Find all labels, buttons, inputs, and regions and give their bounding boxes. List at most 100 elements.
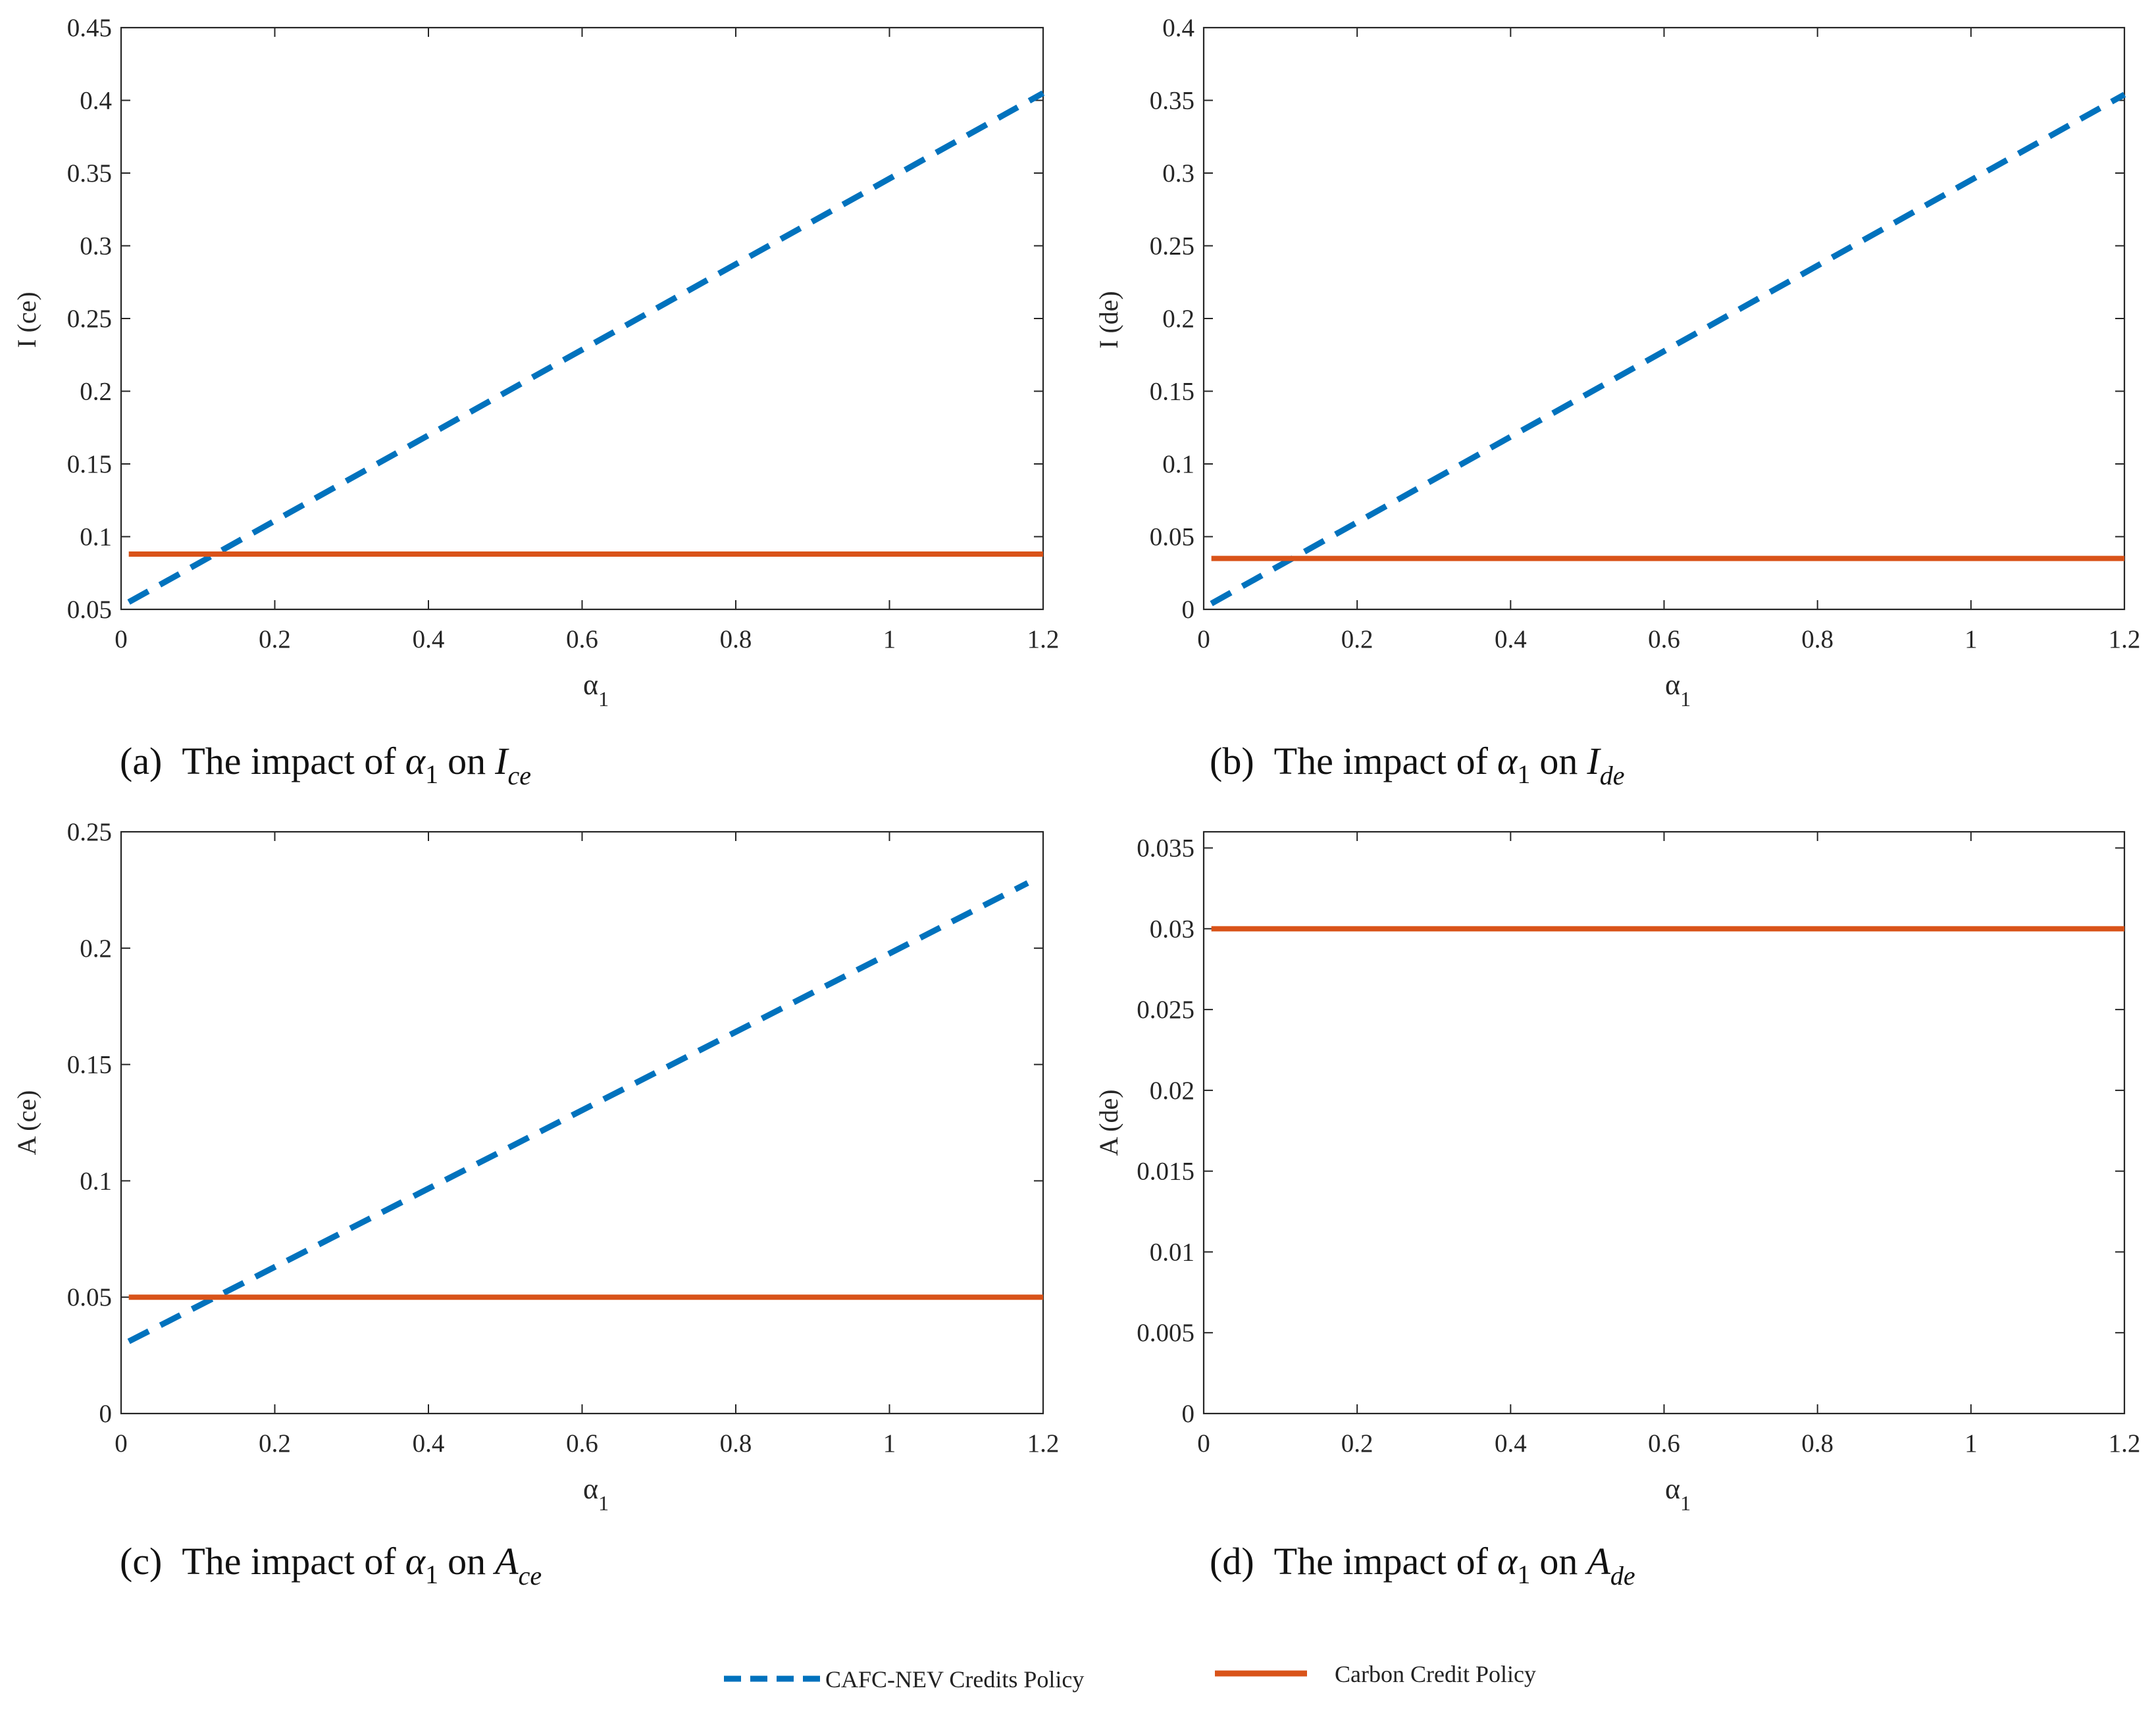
y-tick-label: 0 — [1182, 1400, 1195, 1428]
caption-variable-sub: ce — [519, 1561, 542, 1591]
y-tick-label: 0.035 — [1137, 834, 1194, 863]
y-tick-label: 0.2 — [80, 934, 112, 963]
y-tick-label: 0.25 — [67, 305, 112, 333]
x-tick-label: 0.8 — [1801, 1429, 1834, 1458]
y-axis-label: A (de) — [1094, 1089, 1123, 1156]
x-tick-label: 1 — [883, 625, 896, 653]
x-axis-label-sub: 1 — [598, 687, 609, 711]
x-tick-label: 0.2 — [259, 625, 291, 653]
y-tick-label: 0.01 — [1150, 1238, 1194, 1266]
series-cafc-nev-line — [127, 880, 1029, 1344]
chart-panel-b: 0 0.2 0.4 0.6 0.8 1 1.2 0 0.05 0.1 0.15 0.2 0.25 0.3 0… — [1094, 14, 2140, 790]
x-tick-label: 0.6 — [1648, 625, 1680, 653]
x-axis-label: α1 — [1665, 1473, 1691, 1515]
x-axis-label: α1 — [583, 1473, 609, 1515]
x-axis-label-sub: 1 — [1680, 687, 1691, 711]
x-tick-label: 0.8 — [720, 1429, 752, 1458]
y-tick-label: 0.25 — [1150, 232, 1194, 261]
panel-caption: (a) The impact of α1 on Ice — [120, 740, 531, 790]
caption-alpha-sub: 1 — [1517, 1560, 1530, 1589]
series-cafc-nev-line — [127, 90, 1045, 605]
y-tick-label: 0.15 — [67, 1051, 112, 1079]
y-tick-label: 0.4 — [80, 87, 112, 115]
x-tick-label: 0 — [1197, 625, 1210, 653]
caption-variable-sub: ce — [507, 761, 531, 790]
plot-area — [1202, 26, 2126, 611]
series-cafc-nev-line — [1210, 91, 2126, 607]
caption-alpha-sub: 1 — [1517, 759, 1530, 789]
caption-on: on — [448, 740, 486, 782]
caption-alpha-sub: 1 — [425, 759, 438, 789]
caption-on: on — [1539, 1540, 1578, 1583]
x-axis-label-base: α — [583, 1473, 598, 1505]
caption-label: (d) — [1210, 1540, 1254, 1583]
x-axis-label: α1 — [1665, 669, 1691, 711]
caption-variable: A — [492, 1540, 519, 1583]
x-axis-label-sub: 1 — [1680, 1491, 1691, 1515]
y-axis-label: I (de) — [1094, 291, 1123, 349]
y-tick-label: 0.1 — [80, 523, 112, 551]
chart-panel-d: 0 0.2 0.4 0.6 0.8 1 1.2 0 0.005 0.01 0.015 0.02 0.02… — [1094, 830, 2141, 1591]
y-tick-label: 0.3 — [80, 232, 112, 261]
legend-cafc-label: CAFC-NEV Credits Policy — [825, 1666, 1084, 1693]
y-tick-label: 0.1 — [80, 1167, 112, 1195]
legend: CAFC-NEV Credits Policy Carbon Credit Po… — [724, 1661, 1536, 1693]
caption-variable-sub: de — [1600, 761, 1625, 790]
y-tick-label: 0 — [1182, 596, 1195, 624]
caption-on: on — [448, 1540, 486, 1583]
y-tick-label: 0.3 — [1162, 159, 1194, 188]
caption-on: on — [1539, 740, 1578, 782]
x-tick-label: 1.2 — [1027, 625, 1060, 653]
x-tick-label: 0 — [1197, 1429, 1210, 1458]
y-tick-label: 0.1 — [1162, 450, 1194, 478]
x-tick-label: 0.8 — [1801, 625, 1834, 653]
caption-alpha: α — [405, 740, 426, 782]
y-tick-label: 0.25 — [67, 818, 112, 846]
x-tick-label: 1 — [883, 1429, 896, 1458]
y-tick-label: 0.005 — [1137, 1319, 1194, 1347]
caption-variable: A — [1584, 1540, 1610, 1583]
caption-label: (a) — [120, 740, 162, 782]
x-tick-label: 1.2 — [2109, 625, 2141, 653]
caption-variable: I — [494, 740, 509, 782]
caption-alpha: α — [1497, 740, 1518, 782]
x-axis-label-sub: 1 — [598, 1491, 609, 1515]
x-tick-label: 1.2 — [2109, 1429, 2141, 1458]
x-tick-label: 0.6 — [566, 625, 598, 653]
legend-carbon-label: Carbon Credit Policy — [1335, 1661, 1536, 1687]
chart-panel-a: 0 0.2 0.4 0.6 0.8 1 1.2 0.05 0.1 0.15 0.2 0.25 0.3 0.… — [12, 14, 1059, 790]
x-axis-label-base: α — [1665, 1473, 1680, 1505]
x-tick-label: 0.2 — [259, 1429, 291, 1458]
y-tick-label: 0.05 — [1150, 523, 1194, 551]
panel-caption: (b) The impact of α1 on Ide — [1210, 740, 1625, 790]
y-tick-label: 0.15 — [1150, 378, 1194, 406]
x-tick-label: 1.2 — [1027, 1429, 1060, 1458]
y-tick-label: 0.2 — [1162, 305, 1194, 333]
x-tick-label: 0.4 — [1495, 625, 1527, 653]
y-tick-label: 0.2 — [80, 378, 112, 406]
y-tick-label: 0.02 — [1150, 1077, 1194, 1105]
y-tick-label: 0.45 — [67, 14, 112, 42]
y-axis-label: I (ce) — [12, 292, 41, 347]
x-tick-label: 0.4 — [1495, 1429, 1527, 1458]
panel-caption: (c) The impact of α1 on Ace — [120, 1540, 542, 1591]
caption-label: (c) — [120, 1540, 162, 1583]
caption-alpha: α — [1497, 1540, 1518, 1583]
y-tick-label: 0.4 — [1162, 14, 1194, 42]
x-axis-label-base: α — [583, 669, 598, 701]
caption-variable: I — [1586, 740, 1601, 782]
x-axis-label-base: α — [1665, 669, 1680, 701]
x-tick-label: 0 — [115, 1429, 128, 1458]
x-tick-label: 1 — [1964, 625, 1978, 653]
x-tick-label: 0.2 — [1341, 1429, 1373, 1458]
y-tick-label: 0.03 — [1150, 915, 1194, 943]
plot-area — [120, 26, 1044, 611]
x-tick-label: 0.4 — [413, 625, 445, 653]
y-tick-label: 0 — [99, 1400, 113, 1428]
caption-alpha-sub: 1 — [425, 1560, 438, 1589]
panel-caption: (d) The impact of α1 on Ade — [1210, 1540, 1635, 1591]
y-tick-label: 0.15 — [67, 450, 112, 478]
y-tick-label: 0.35 — [1150, 87, 1194, 115]
caption-text: The impact of — [182, 1540, 396, 1583]
x-tick-label: 0.6 — [1648, 1429, 1680, 1458]
